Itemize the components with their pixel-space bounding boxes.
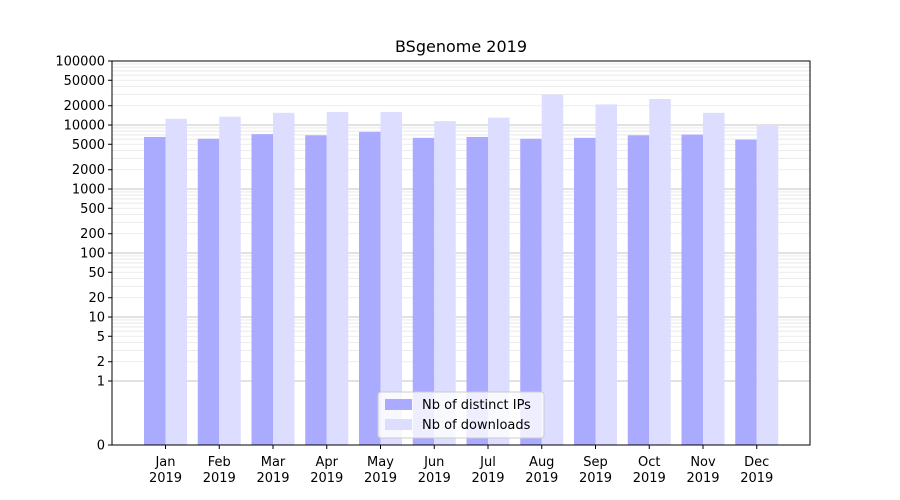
y-tick-label: 20000 bbox=[64, 99, 105, 114]
x-tick-label: May 2019 bbox=[364, 455, 397, 486]
bars-layer bbox=[144, 94, 779, 446]
x-tick-label: Nov 2019 bbox=[686, 455, 719, 486]
x-tick-label: Mar 2019 bbox=[256, 455, 289, 486]
y-axis: 0 1 2 5 10 20 50 100 200 500 1000 2000 5000 10000 2000… bbox=[55, 55, 112, 454]
bar-downloads bbox=[219, 116, 241, 446]
bar-downloads bbox=[595, 104, 617, 446]
x-tick-label: Jun 2019 bbox=[418, 455, 451, 486]
x-tick-label: Dec 2019 bbox=[740, 455, 773, 486]
y-tick-label: 50 bbox=[88, 266, 105, 281]
bar-downloads bbox=[380, 111, 402, 446]
legend-label: Nb of distinct IPs bbox=[422, 398, 531, 413]
y-tick-label: 5000 bbox=[72, 138, 105, 153]
y-tick-label: 10000 bbox=[64, 119, 105, 134]
y-tick-label: 2000 bbox=[72, 163, 105, 178]
legend-box bbox=[377, 391, 545, 439]
bar-distinct-ips bbox=[251, 134, 273, 445]
y-tick-label: 2 bbox=[97, 355, 105, 370]
chart-title: BSgenome 2019 bbox=[395, 37, 527, 56]
y-tick-label: 20 bbox=[88, 291, 105, 306]
bar-distinct-ips bbox=[144, 136, 166, 445]
bar-distinct-ips bbox=[466, 136, 488, 445]
x-tick-label: Jul 2019 bbox=[471, 455, 504, 486]
bar-downloads bbox=[434, 121, 456, 445]
y-tick-label: 1000 bbox=[72, 183, 105, 198]
y-tick-label: 5 bbox=[97, 330, 105, 345]
legend-swatch bbox=[385, 399, 412, 410]
bar-distinct-ips bbox=[305, 135, 327, 445]
bar-downloads bbox=[703, 112, 725, 445]
legend: Nb of distinct IPs Nb of downloads bbox=[377, 391, 545, 439]
bar-downloads bbox=[488, 117, 510, 445]
y-tick-label: 200 bbox=[80, 227, 105, 242]
bar-downloads bbox=[273, 112, 295, 445]
y-tick-label: 1 bbox=[97, 375, 105, 390]
x-tick-label: Feb 2019 bbox=[203, 455, 236, 486]
x-tick-label: Oct 2019 bbox=[633, 455, 666, 486]
y-tick-label: 100 bbox=[80, 247, 105, 262]
bar-downloads bbox=[649, 98, 671, 445]
bar-downloads bbox=[326, 111, 349, 446]
y-tick-label: 50000 bbox=[64, 74, 105, 89]
legend-swatch bbox=[385, 419, 412, 430]
y-tick-label: 500 bbox=[80, 202, 105, 217]
y-tick-label: 100000 bbox=[55, 55, 105, 70]
bar-downloads bbox=[756, 125, 779, 445]
bar-distinct-ips bbox=[197, 138, 220, 445]
x-tick-label: Jan 2019 bbox=[149, 455, 182, 486]
bar-distinct-ips bbox=[735, 139, 757, 445]
y-tick-label: 10 bbox=[88, 311, 105, 326]
bar-distinct-ips bbox=[412, 137, 435, 445]
x-tick-label: Aug 2019 bbox=[525, 455, 558, 486]
legend-label: Nb of downloads bbox=[422, 418, 531, 433]
bar-downloads bbox=[541, 94, 564, 446]
x-axis: Jan 2019 Feb 2019 Mar 2019 Apr 2019 May 2019 Jun 20… bbox=[149, 445, 773, 486]
bar-distinct-ips bbox=[520, 138, 542, 445]
bar-distinct-ips bbox=[681, 134, 703, 445]
bar-distinct-ips bbox=[574, 137, 596, 445]
x-tick-label: Sep 2019 bbox=[579, 455, 612, 486]
bar-distinct-ips bbox=[359, 131, 381, 445]
x-tick-label: Apr 2019 bbox=[310, 455, 343, 486]
bar-distinct-ips bbox=[627, 135, 650, 445]
bar-downloads bbox=[165, 118, 187, 445]
y-tick-label: 0 bbox=[97, 439, 105, 454]
